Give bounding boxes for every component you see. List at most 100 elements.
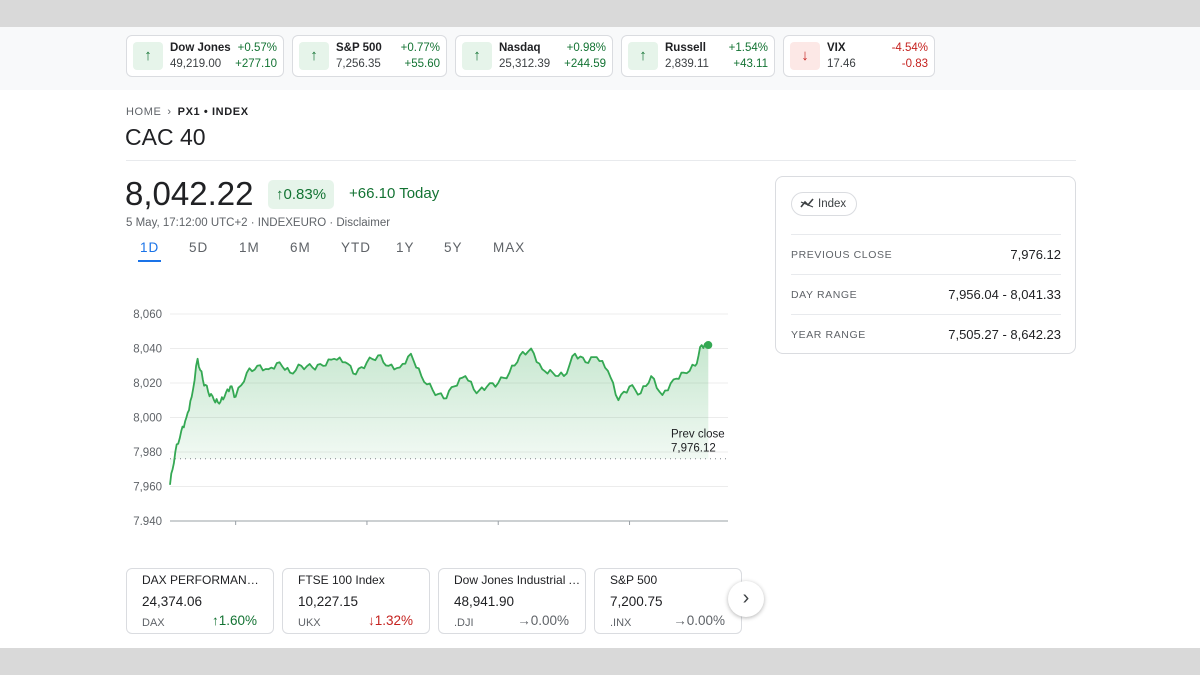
ticker-russell[interactable]: ↑ Russell 2,839.11 +1.54% +43.11: [621, 35, 775, 77]
chart-x-axis: 10:0012:0014:0016:00: [235, 521, 631, 525]
related-change: ↓1.32%: [367, 613, 413, 628]
percent-change-badge: ↑0.83%: [268, 180, 335, 209]
price-line: [169, 341, 710, 485]
tab-1y[interactable]: 1Y: [396, 240, 415, 255]
arrow-up-icon: ↑: [299, 42, 329, 70]
related-name: S&P 500: [610, 573, 658, 587]
tab-ytd[interactable]: YTD: [341, 240, 371, 255]
ticker-sp500[interactable]: ↑ S&P 500 7,256.35 +0.77% +55.60: [292, 35, 447, 77]
ticker-vix[interactable]: ↓ VIX 17.46 -4.54% -0.83: [783, 35, 935, 77]
related-change: ↑1.60%: [211, 613, 257, 628]
price-area: [170, 342, 709, 485]
related-symbol: UKX: [298, 617, 321, 629]
price-chart[interactable]: 8,060 8,040 8,020 8,000 7,980 7,960 7,940 10:0…: [120, 275, 740, 525]
ticker-name: VIX: [827, 42, 846, 54]
tab-5d[interactable]: 5D: [189, 240, 209, 255]
stat-value: 7,956.04 - 8,041.33: [948, 287, 1061, 302]
y-tick-label: 8,020: [133, 378, 162, 390]
ticker-name: Nasdaq: [499, 42, 541, 54]
chart-y-axis: 8,060 8,040 8,020 8,000 7,980 7,960 7,940: [133, 309, 162, 525]
ticker-name: Russell: [665, 42, 706, 54]
finance-page: ↑ Dow Jones 49,219.00 +0.57% +277.10 ↑ S…: [0, 27, 1200, 648]
arrow-up-icon: ↑: [133, 42, 163, 70]
related-symbol: .INX: [610, 617, 632, 629]
ticker-name: Dow Jones: [170, 42, 231, 54]
related-price: 10,227.15: [298, 594, 359, 609]
y-tick-label: 8,000: [133, 413, 162, 425]
current-price: 8,042.22: [125, 175, 254, 212]
key-stats-card: Index PREVIOUS CLOSE 7,976.12 DAY RANGE …: [775, 176, 1076, 354]
stat-label: PREVIOUS CLOSE: [791, 249, 893, 261]
related-name: DAX PERFORMANCE-I...: [142, 573, 267, 587]
y-tick-label: 8,060: [133, 309, 162, 321]
ticker-percent: +0.77%: [400, 42, 440, 54]
market-ticker-strip: ↑ Dow Jones 49,219.00 +0.57% +277.10 ↑ S…: [0, 27, 1200, 90]
quote-meta: 5 May, 17:12:00 UTC+2 · INDEXEURO · Disc…: [126, 217, 391, 229]
ticker-change: +43.11: [733, 58, 768, 70]
arrow-down-icon: ↓: [790, 42, 820, 70]
ticker-change: +244.59: [564, 58, 606, 70]
index-chip-label: Index: [818, 198, 847, 210]
ticker-name: S&P 500: [336, 42, 382, 54]
y-tick-label: 7,940: [133, 516, 162, 525]
y-tick-label: 7,980: [133, 447, 162, 459]
related-symbol: DAX: [142, 617, 165, 629]
ticker-price: 25,312.39: [499, 58, 551, 70]
related-card-ftse[interactable]: FTSE 100 Index 10,227.15 UKX ↓1.32%: [282, 568, 430, 634]
related-card-dax[interactable]: DAX PERFORMANCE-I... 24,374.06 DAX ↑1.60…: [126, 568, 274, 634]
ticker-change: +55.60: [404, 58, 441, 70]
related-card-inx[interactable]: S&P 500 7,200.75 .INX →0.00%: [594, 568, 742, 634]
tab-5y[interactable]: 5Y: [444, 240, 463, 255]
current-price-dot: [704, 341, 713, 350]
tab-6m[interactable]: 6M: [290, 240, 311, 255]
related-symbol: .DJI: [454, 617, 474, 629]
related-price: 7,200.75: [610, 594, 663, 609]
index-chip[interactable]: Index: [791, 192, 858, 217]
stat-label: YEAR RANGE: [791, 329, 866, 341]
prev-close-value: 7,976.12: [671, 443, 716, 455]
ticker-price: 2,839.11: [665, 58, 709, 70]
y-tick-label: 7,960: [133, 482, 162, 494]
related-change: →0.00%: [673, 613, 725, 628]
related-name: FTSE 100 Index: [298, 573, 385, 587]
tab-1m[interactable]: 1M: [239, 240, 260, 255]
ticker-price: 17.46: [827, 58, 856, 70]
ticker-dow-jones[interactable]: ↑ Dow Jones 49,219.00 +0.57% +277.10: [126, 35, 284, 77]
stat-year-range: YEAR RANGE 7,505.27 - 8,642.23: [791, 314, 1061, 354]
ticker-percent: +0.98%: [566, 42, 606, 54]
related-price: 48,941.90: [454, 594, 515, 609]
next-related-button[interactable]: ›: [728, 581, 764, 617]
breadcrumb-home-link[interactable]: HOME: [126, 106, 162, 118]
related-price: 24,374.06: [142, 594, 203, 609]
tab-1d[interactable]: 1D: [137, 240, 162, 262]
arrow-up-icon: ↑: [462, 42, 492, 70]
ticker-nasdaq[interactable]: ↑ Nasdaq 25,312.39 +0.98% +244.59: [455, 35, 613, 77]
arrow-up-icon: ↑: [628, 42, 658, 70]
tab-max[interactable]: MAX: [493, 240, 526, 255]
related-name: Dow Jones Industrial A...: [454, 573, 584, 587]
related-card-dji[interactable]: Dow Jones Industrial A... 48,941.90 .DJI…: [438, 568, 586, 634]
chevron-right-icon: ›: [742, 587, 750, 609]
chevron-right-icon: ›: [167, 106, 172, 118]
page-title: CAC 40: [125, 124, 206, 150]
ticker-percent: -4.54%: [891, 42, 928, 54]
trend-icon: [800, 195, 814, 217]
stat-value: 7,505.27 - 8,642.23: [948, 327, 1061, 342]
stat-previous-close: PREVIOUS CLOSE 7,976.12: [791, 234, 1061, 274]
y-tick-label: 8,040: [133, 344, 162, 356]
stat-value: 7,976.12: [1010, 247, 1061, 262]
ticker-change: -0.83: [901, 58, 928, 70]
stat-label: DAY RANGE: [791, 289, 858, 301]
stat-day-range: DAY RANGE 7,956.04 - 8,041.33: [791, 274, 1061, 314]
divider: [126, 160, 1076, 161]
breadcrumb: HOME › PX1 • INDEX: [126, 106, 249, 118]
today-change: +66.10 Today: [349, 185, 440, 202]
related-change: →0.00%: [517, 613, 569, 628]
ticker-percent: +0.57%: [237, 42, 277, 54]
breadcrumb-current: PX1 • INDEX: [177, 106, 249, 118]
ticker-change: +277.10: [235, 58, 277, 70]
ticker-price: 7,256.35: [336, 58, 381, 70]
ticker-price: 49,219.00: [170, 58, 222, 70]
ticker-percent: +1.54%: [728, 42, 768, 54]
prev-close-label: Prev close: [671, 429, 725, 441]
